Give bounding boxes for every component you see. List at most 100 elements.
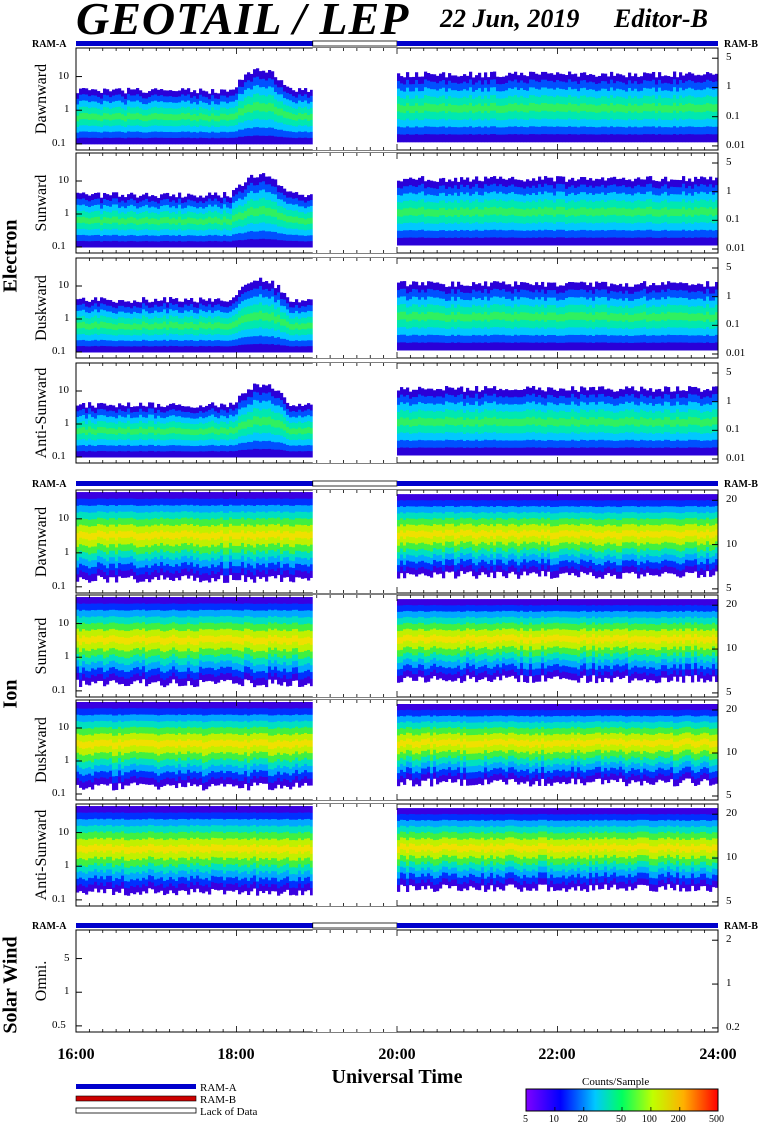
- plot-title: GEOTAIL / LEP: [76, 0, 410, 44]
- y2-tick-label: 0.01: [726, 138, 746, 151]
- panel-label-omni.: Omni.: [33, 960, 50, 1002]
- y2-tick-label: 2: [726, 933, 732, 946]
- y-tick-label: 1: [64, 985, 70, 998]
- colorbar-title: Counts/Sample: [582, 1076, 650, 1088]
- plot-editor: Editor-B: [614, 4, 708, 33]
- x-tick-label: 24:00: [699, 1046, 737, 1063]
- data-gap: [312, 363, 397, 463]
- y-tick-label: 10: [58, 616, 69, 629]
- ram-bar-ion-a1: [76, 481, 313, 486]
- y-tick-label: 0.1: [52, 345, 66, 357]
- colorbar-tick-label: 100: [641, 1114, 657, 1125]
- y-tick-label: 1: [64, 650, 70, 663]
- y2-tick-label: 0.01: [726, 452, 746, 464]
- y-tick-label: 0.1: [52, 450, 66, 462]
- panel-label-anti-sunward: Anti-Sunward: [33, 809, 50, 901]
- ram-b-label-electron: RAM-B: [724, 39, 758, 50]
- ram-a-label-ion: RAM-A: [32, 479, 67, 490]
- ram-bar-electron-gap: [312, 40, 398, 47]
- panel-label-duskward: Duskward: [33, 717, 50, 783]
- y2-tick-label: 5: [726, 685, 732, 698]
- ram-bar-electron-a2: [397, 41, 718, 46]
- y-tick-label: 1: [64, 417, 70, 429]
- legend-lack-text: Lack of Data: [200, 1106, 258, 1118]
- x-tick-label: 16:00: [57, 1046, 95, 1063]
- colorbar-tick-label: 20: [577, 1114, 588, 1125]
- colorbar-tick-label: 50: [616, 1114, 626, 1125]
- y-tick-label: 0.1: [52, 787, 66, 799]
- plot-date: 22 Jun, 2019: [440, 4, 580, 33]
- x-axis-label: Universal Time: [331, 1066, 463, 1088]
- legend-ram-a-bar: [76, 1084, 196, 1089]
- ram-bar-sw-a2: [397, 923, 718, 928]
- y2-tick-label: 5: [726, 156, 732, 168]
- y-tick-label: 0.1: [52, 579, 66, 592]
- y2-tick-label: 0.01: [726, 242, 746, 254]
- y2-tick-label: 1: [726, 977, 732, 990]
- data-gap: [312, 490, 397, 593]
- y-tick-label: 10: [58, 279, 69, 291]
- y2-tick-label: 20: [726, 703, 737, 715]
- data-gap: [312, 48, 397, 150]
- y-tick-label: 0.1: [52, 683, 66, 696]
- y-tick-label: 0.1: [52, 136, 66, 149]
- ram-b-label-sw: RAM-B: [724, 921, 758, 932]
- data-gap: [312, 930, 397, 1032]
- x-tick-label: 20:00: [378, 1046, 416, 1063]
- y2-tick-label: 0.01: [726, 347, 746, 359]
- colorbar-tick-label: 200: [670, 1114, 686, 1125]
- data-gap: [312, 258, 397, 358]
- y-tick-label: 10: [58, 511, 69, 524]
- group-label-electron: Electron: [0, 219, 22, 293]
- y2-tick-label: 5: [726, 366, 732, 378]
- group-label-solar-wind: Solar Wind: [0, 936, 22, 1034]
- x-tick-label: 22:00: [538, 1046, 576, 1063]
- panel-label-duskward: Duskward: [33, 275, 50, 341]
- y2-tick-label: 0.1: [726, 318, 740, 331]
- y2-tick-label: 5: [726, 789, 732, 801]
- y2-tick-label: 10: [726, 746, 737, 758]
- y-tick-label: 1: [64, 545, 70, 558]
- y2-tick-label: 1: [726, 289, 732, 302]
- ram-bar-ion-a2: [397, 481, 718, 486]
- data-gap: [312, 804, 397, 906]
- y2-tick-label: 5: [726, 581, 732, 594]
- y-tick-label: 5: [64, 951, 70, 964]
- y2-tick-label: 1: [726, 184, 732, 197]
- y2-tick-label: 1: [726, 80, 732, 93]
- y-tick-label: 0.1: [52, 240, 66, 252]
- ram-bar-sw-a1: [76, 923, 313, 928]
- y-tick-label: 1: [64, 754, 70, 766]
- ram-a-label-sw: RAM-A: [32, 921, 67, 932]
- y-tick-label: 0.1: [52, 892, 66, 905]
- y-tick-label: 10: [58, 825, 69, 838]
- panel-label-anti-sunward: Anti-Sunward: [33, 367, 50, 459]
- ram-b-label-ion: RAM-B: [724, 479, 758, 490]
- y2-tick-label: 5: [726, 261, 732, 273]
- data-gap: [312, 153, 397, 253]
- legend-lack-bar: [75, 1107, 197, 1114]
- y-tick-label: 1: [64, 103, 70, 116]
- legend-ram-b-text: RAM-B: [200, 1094, 237, 1106]
- y-tick-label: 10: [58, 174, 69, 186]
- y2-tick-label: 20: [726, 807, 737, 820]
- data-gap: [312, 595, 397, 697]
- y2-tick-label: 10: [726, 851, 737, 864]
- y2-tick-label: 0.2: [726, 1020, 740, 1033]
- data-gap: [312, 700, 397, 800]
- panel-label-sunward: Sunward: [33, 617, 50, 675]
- ram-a-label-electron: RAM-A: [32, 39, 67, 50]
- ram-bar-ion-gap: [312, 480, 398, 487]
- ram-bar-sw-gap: [312, 922, 398, 929]
- y2-tick-label: 20: [726, 493, 737, 506]
- y-tick-label: 10: [58, 384, 69, 396]
- colorbar-tick-label: 10: [548, 1114, 559, 1125]
- y2-tick-label: 0.1: [726, 109, 740, 122]
- ram-bar-electron-a1: [76, 41, 313, 46]
- y2-tick-label: 5: [726, 51, 732, 64]
- y2-tick-label: 10: [726, 537, 737, 550]
- y2-tick-label: 0.1: [726, 423, 740, 436]
- y-tick-label: 1: [64, 859, 70, 872]
